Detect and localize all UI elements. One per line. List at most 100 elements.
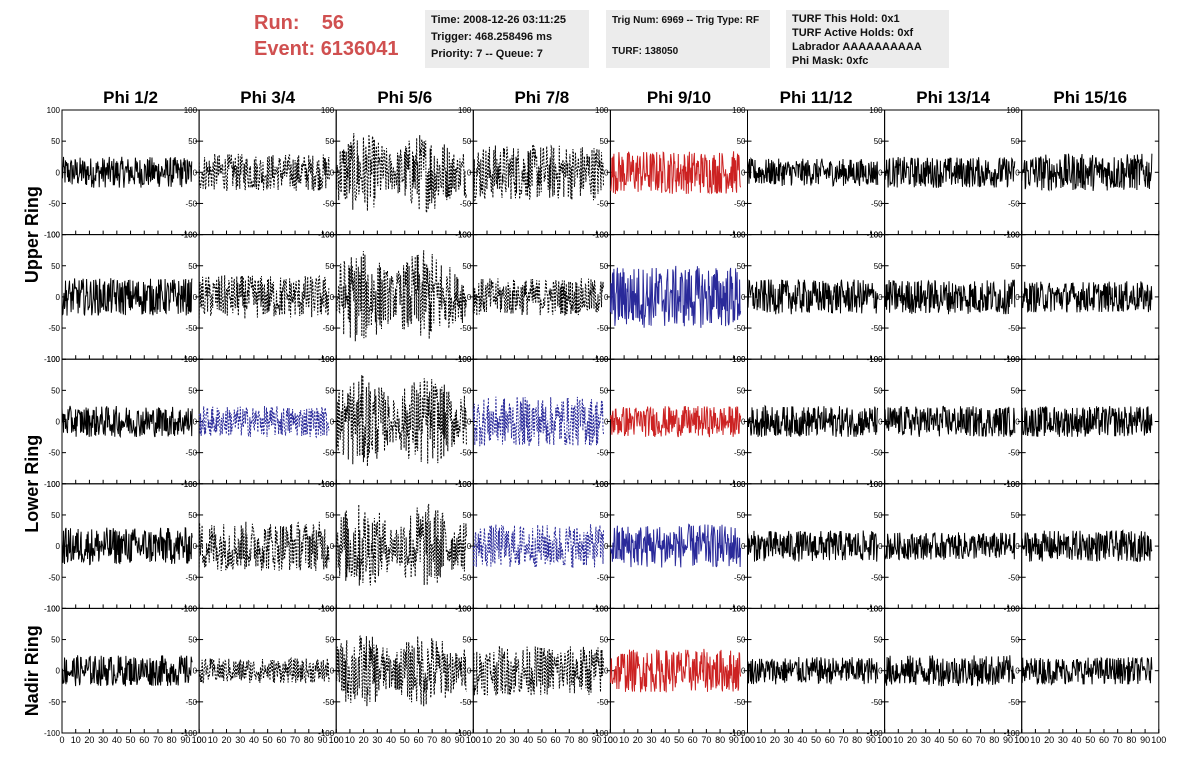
- y-tick-label: 50: [874, 636, 883, 645]
- y-tick-label: 0: [741, 542, 746, 551]
- y-tick-label: -50: [186, 199, 198, 208]
- y-tick-label: -100: [592, 729, 609, 738]
- y-tick-label: -100: [181, 729, 198, 738]
- x-tick-label: 40: [523, 735, 533, 745]
- y-tick-label: -50: [323, 698, 335, 707]
- x-tick-label: 70: [838, 735, 848, 745]
- x-tick-label: 60: [825, 735, 835, 745]
- x-tick-label: 100: [603, 735, 618, 745]
- event-label: Event:: [254, 38, 316, 60]
- y-tick-label: 50: [737, 636, 746, 645]
- y-tick-label: 0: [878, 418, 883, 427]
- x-tick-label: 50: [263, 735, 273, 745]
- waveform-series: [198, 153, 330, 191]
- x-tick-label: 50: [948, 735, 958, 745]
- y-tick-label: 0: [330, 418, 335, 427]
- y-tick-label: 50: [188, 262, 197, 271]
- y-tick-label: -100: [867, 480, 884, 489]
- y-tick-label: 50: [599, 386, 608, 395]
- waveform-series: [61, 405, 193, 439]
- x-tick-label: 30: [647, 735, 657, 745]
- x-tick-label: 20: [496, 735, 506, 745]
- x-tick-label: 10: [893, 735, 903, 745]
- y-tick-label: -100: [318, 231, 335, 240]
- x-tick-label: 10: [1030, 735, 1040, 745]
- panel-frame: [472, 483, 611, 609]
- y-tick-label: -50: [871, 324, 883, 333]
- phi-column-label: Phi 13/14: [916, 88, 990, 107]
- y-tick-label: -50: [1008, 573, 1020, 582]
- y-tick-label: -50: [48, 449, 60, 458]
- y-tick-label: -50: [460, 449, 472, 458]
- y-tick-label: 50: [599, 636, 608, 645]
- panel-frame: [198, 358, 337, 485]
- x-tick-label: 30: [98, 735, 108, 745]
- panel-frame: [1021, 234, 1160, 360]
- y-tick-label: 0: [193, 168, 198, 177]
- x-tick-label: 60: [962, 735, 972, 745]
- y-tick-label: -100: [592, 480, 609, 489]
- y-tick-label: 100: [321, 231, 335, 240]
- waveform-series: [609, 265, 742, 328]
- trigger-text: Trigger: 468.258496 ms: [431, 31, 553, 43]
- turf-text: TURF: 138050: [612, 46, 679, 57]
- y-tick-label: 50: [188, 636, 197, 645]
- x-tick-label: 50: [400, 735, 410, 745]
- waveform-series: [1021, 529, 1153, 563]
- y-tick-label: 0: [878, 542, 883, 551]
- y-tick-label: 50: [325, 636, 334, 645]
- y-tick-label: 0: [56, 168, 61, 177]
- y-tick-label: -50: [460, 698, 472, 707]
- waveform-series: [335, 250, 467, 342]
- x-tick-label: 90: [180, 735, 190, 745]
- waveform-series: [61, 278, 193, 316]
- y-tick-label: 100: [321, 480, 335, 489]
- y-tick-label: -50: [734, 573, 746, 582]
- y-tick-label: 100: [595, 231, 609, 240]
- y-tick-label: 100: [595, 604, 609, 613]
- y-tick-label: 0: [193, 542, 198, 551]
- y-tick-label: 50: [325, 262, 334, 271]
- waveform-series: [747, 530, 879, 562]
- y-tick-label: -50: [597, 698, 609, 707]
- waveform-series: [61, 156, 193, 188]
- y-tick-label: -50: [323, 449, 335, 458]
- y-tick-label: 50: [462, 511, 471, 520]
- y-tick-label: 0: [604, 168, 609, 177]
- waveform-series: [747, 656, 879, 685]
- y-tick-label: -50: [48, 573, 60, 582]
- x-tick-label: 100: [877, 735, 892, 745]
- y-tick-label: -100: [1004, 355, 1021, 364]
- waveform-series: [609, 151, 742, 195]
- waveform-series: [472, 396, 604, 447]
- x-tick-label: 0: [197, 735, 202, 745]
- panel-frame: [198, 234, 337, 360]
- y-tick-label: -100: [318, 604, 335, 613]
- waveform-series: [1021, 281, 1153, 313]
- y-tick-label: 0: [330, 667, 335, 676]
- y-tick-label: 100: [1006, 231, 1020, 240]
- y-tick-label: -100: [867, 604, 884, 613]
- y-tick-label: -50: [1008, 449, 1020, 458]
- y-tick-label: -50: [871, 199, 883, 208]
- y-tick-label: 50: [51, 511, 60, 520]
- y-tick-label: -100: [318, 480, 335, 489]
- y-tick-label: 0: [330, 293, 335, 302]
- x-tick-label: 20: [222, 735, 232, 745]
- y-tick-label: 50: [51, 386, 60, 395]
- y-tick-label: 0: [741, 667, 746, 676]
- y-tick-label: 0: [604, 542, 609, 551]
- y-tick-label: 100: [1006, 604, 1020, 613]
- y-tick-label: -100: [44, 231, 61, 240]
- waveform-series: [198, 274, 330, 319]
- y-tick-label: -100: [181, 231, 198, 240]
- y-tick-label: 100: [869, 106, 883, 115]
- waveform-series: [1021, 153, 1153, 192]
- y-tick-label: -50: [460, 199, 472, 208]
- y-tick-label: 50: [1011, 137, 1020, 146]
- y-tick-label: -100: [44, 604, 61, 613]
- x-tick-label: 20: [1044, 735, 1054, 745]
- y-tick-label: 50: [462, 636, 471, 645]
- x-tick-label: 90: [455, 735, 465, 745]
- y-tick-label: -100: [455, 480, 472, 489]
